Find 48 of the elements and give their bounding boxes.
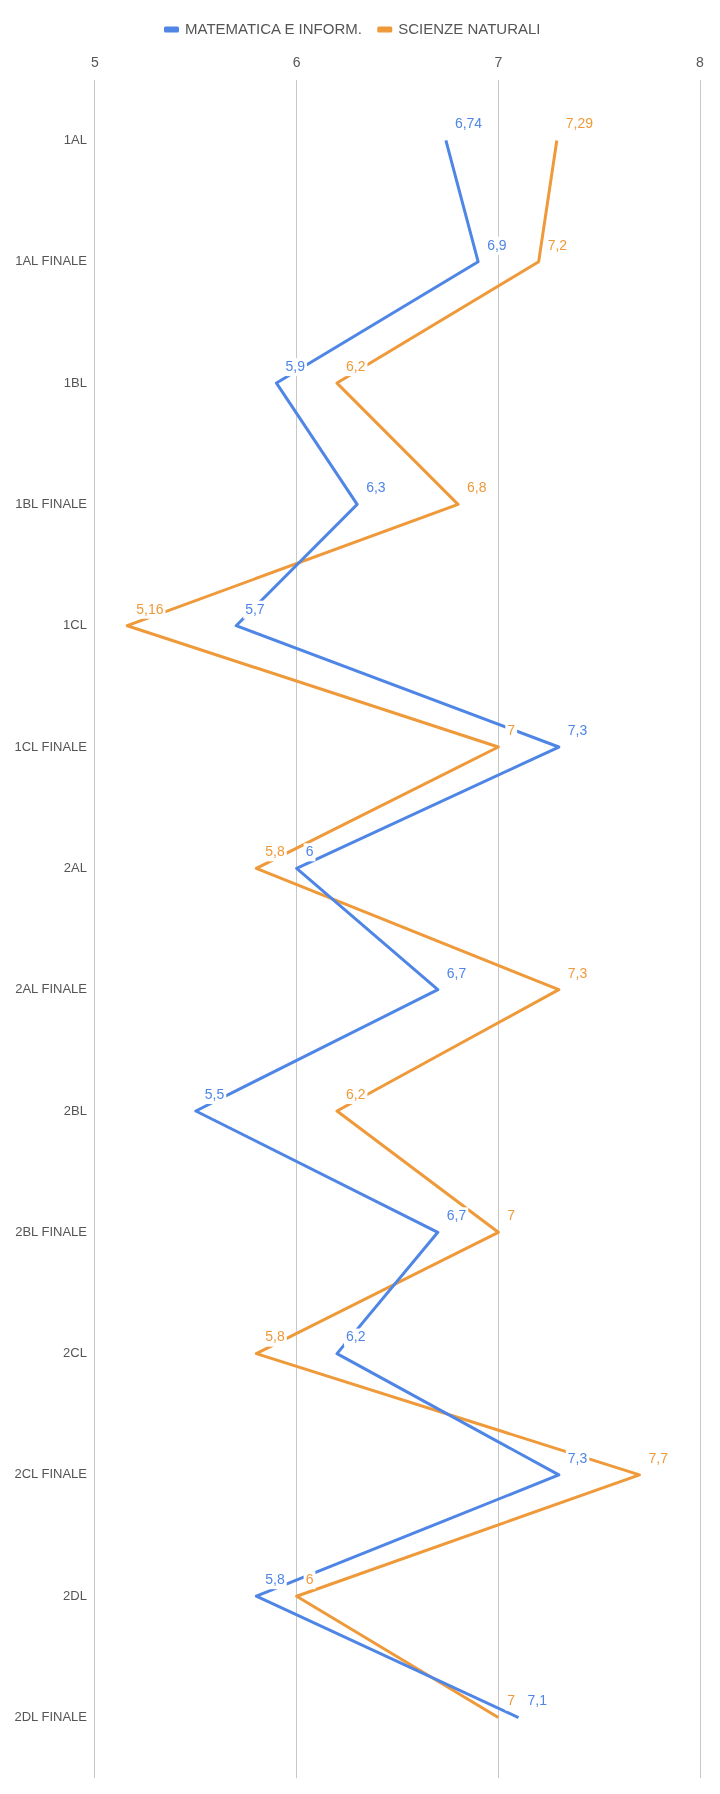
data-label: 5,5 [204,1085,225,1102]
x-tick-label: 6 [292,54,301,71]
data-label: 6,2 [345,357,366,374]
data-label: 7,2 [547,236,568,253]
y-tick-label: 1AL [63,132,87,148]
y-tick-label: 2BL FINALE [15,1223,88,1239]
y-tick-label: 2CL [63,1345,87,1361]
data-label: 6,2 [345,1328,366,1345]
data-label: 6 [305,843,314,860]
y-tick-label: 1AL FINALE [15,253,88,269]
legend-label: MATEMATICA E INFORM. [184,19,362,37]
x-tick-label: 7 [494,54,503,71]
y-tick-label: 1CL [63,617,87,633]
data-label: 5,9 [285,357,306,374]
data-label: 7,1 [527,1692,548,1709]
data-label: 6 [305,1571,314,1588]
data-label: 6,7 [446,1207,467,1224]
data-label: 7,3 [567,964,588,981]
y-tick-label: 2AL [63,859,87,875]
y-tick-label: 2BL [63,1102,87,1118]
data-label: 6,9 [487,236,507,253]
x-tick-label: 8 [696,54,705,71]
data-label: 6,74 [454,115,483,132]
data-label: 7,3 [567,1449,588,1466]
data-label: 5,8 [265,1571,285,1588]
data-label: 7,7 [648,1449,669,1466]
y-tick-label: 2AL FINALE [15,981,88,997]
data-label: 7 [507,1207,516,1224]
data-label: 6,7 [446,964,467,981]
data-label: 5,16 [136,600,164,617]
y-tick-label: 1CL FINALE [14,738,88,754]
legend-label: SCIENZE NATURALI [398,19,541,37]
y-tick-label: 2DL [63,1587,87,1603]
data-label: 7,29 [565,115,594,132]
data-label: 6,2 [345,1085,366,1102]
data-label: 7,3 [567,721,588,738]
y-tick-label: 2CL FINALE [14,1466,88,1482]
data-label: 5,8 [265,1328,285,1345]
x-tick-label: 5 [91,54,100,71]
y-tick-label: 2DL FINALE [14,1709,88,1725]
y-tick-label: 1BL FINALE [15,495,88,511]
data-label: 6,3 [366,479,386,496]
data-label: 5,8 [265,843,285,860]
data-label: 5,7 [245,600,265,617]
data-label: 7 [507,1692,516,1709]
data-label: 6,8 [466,479,487,496]
data-label: 7 [507,721,516,738]
y-tick-label: 1BL [63,374,87,390]
